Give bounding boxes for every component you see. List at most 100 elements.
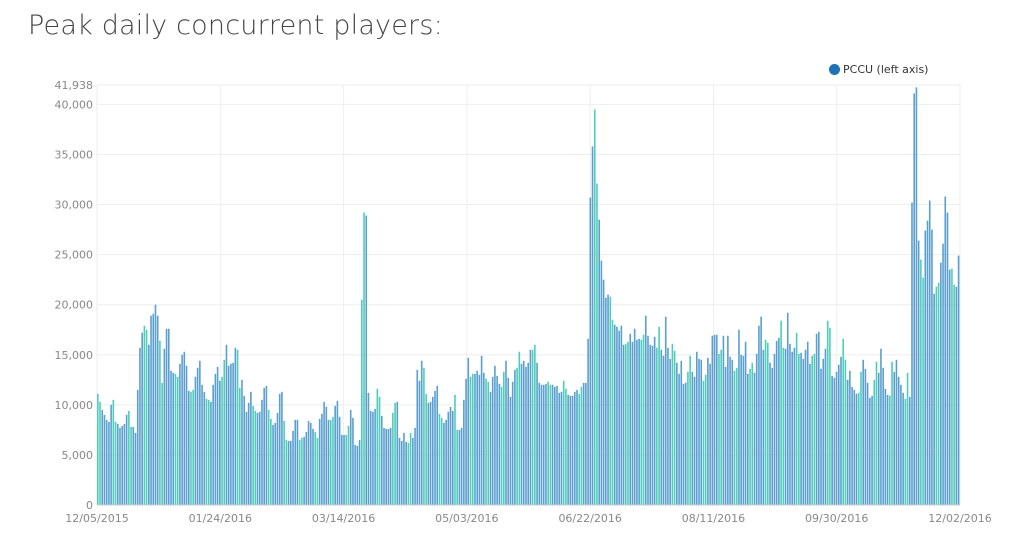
bar[interactable] <box>840 356 842 505</box>
bar[interactable] <box>953 284 955 505</box>
bar[interactable] <box>185 365 188 505</box>
bar[interactable] <box>773 353 776 505</box>
bar[interactable] <box>480 355 483 505</box>
bar[interactable] <box>327 419 330 505</box>
bar[interactable] <box>221 376 223 505</box>
bar[interactable] <box>143 325 146 505</box>
bar[interactable] <box>509 396 512 505</box>
bar[interactable] <box>607 294 609 505</box>
bar[interactable] <box>780 320 782 505</box>
bar[interactable] <box>715 334 718 505</box>
bar[interactable] <box>653 336 656 505</box>
bar[interactable] <box>460 427 463 505</box>
bar[interactable] <box>573 391 576 505</box>
bar[interactable] <box>764 339 767 505</box>
bar[interactable] <box>258 411 261 505</box>
bar[interactable] <box>307 420 310 505</box>
bar[interactable] <box>301 437 303 505</box>
bar[interactable] <box>103 414 106 505</box>
bar[interactable] <box>687 371 689 505</box>
bar[interactable] <box>791 351 793 505</box>
bar[interactable] <box>405 441 407 505</box>
bar[interactable] <box>931 229 933 505</box>
bar[interactable] <box>125 414 128 505</box>
bar[interactable] <box>946 212 949 505</box>
bar[interactable] <box>199 360 201 505</box>
bar[interactable] <box>864 368 867 505</box>
bar[interactable] <box>425 393 427 505</box>
bar[interactable] <box>256 412 259 505</box>
bar[interactable] <box>97 393 99 505</box>
bar[interactable] <box>826 320 829 505</box>
bar[interactable] <box>851 386 853 505</box>
bar[interactable] <box>345 434 348 505</box>
bar[interactable] <box>369 410 372 505</box>
bar[interactable] <box>647 335 649 505</box>
bar[interactable] <box>305 431 308 505</box>
bar[interactable] <box>418 380 421 505</box>
bar[interactable] <box>203 391 206 505</box>
bar[interactable] <box>196 367 199 505</box>
bar[interactable] <box>110 404 112 505</box>
bar[interactable] <box>957 255 960 505</box>
bar[interactable] <box>123 423 126 505</box>
bar[interactable] <box>520 363 523 505</box>
bar[interactable] <box>314 431 317 505</box>
bar[interactable] <box>782 347 785 505</box>
bar[interactable] <box>139 347 141 505</box>
bar[interactable] <box>611 319 614 505</box>
bar[interactable] <box>329 419 332 505</box>
bar[interactable] <box>318 418 321 505</box>
bar[interactable] <box>897 376 900 505</box>
bar[interactable] <box>283 420 285 505</box>
bar[interactable] <box>551 384 554 505</box>
bar[interactable] <box>179 363 181 505</box>
bar[interactable] <box>471 373 474 505</box>
bar[interactable] <box>159 340 161 505</box>
bar[interactable] <box>664 316 667 505</box>
bar[interactable] <box>207 399 210 505</box>
bar[interactable] <box>105 419 108 505</box>
bar[interactable] <box>278 393 281 505</box>
bar[interactable] <box>505 360 507 505</box>
bar[interactable] <box>396 401 399 505</box>
bar[interactable] <box>696 351 698 505</box>
bar[interactable] <box>500 386 503 505</box>
bar[interactable] <box>234 347 237 505</box>
bar[interactable] <box>274 422 277 505</box>
bar[interactable] <box>651 345 654 505</box>
bar[interactable] <box>724 366 727 505</box>
bar[interactable] <box>148 344 150 505</box>
bar[interactable] <box>747 373 749 505</box>
bar[interactable] <box>811 355 813 505</box>
bar[interactable] <box>431 396 434 505</box>
bar[interactable] <box>822 358 825 505</box>
bar[interactable] <box>644 315 647 505</box>
bar[interactable] <box>394 402 396 505</box>
bar[interactable] <box>156 315 159 505</box>
bar[interactable] <box>729 356 731 505</box>
bar[interactable] <box>522 360 525 505</box>
bar[interactable] <box>751 362 754 505</box>
bar[interactable] <box>585 382 587 505</box>
bar[interactable] <box>400 440 403 505</box>
bar[interactable] <box>361 299 363 505</box>
bar[interactable] <box>498 383 501 505</box>
bar[interactable] <box>642 334 645 505</box>
bar[interactable] <box>684 382 687 505</box>
bar[interactable] <box>917 240 920 506</box>
bar[interactable] <box>673 350 676 505</box>
bar[interactable] <box>609 296 612 505</box>
bar[interactable] <box>383 427 385 505</box>
bar[interactable] <box>281 391 283 505</box>
bar[interactable] <box>700 359 703 505</box>
bar[interactable] <box>818 331 820 505</box>
bar[interactable] <box>786 312 789 505</box>
bar[interactable] <box>676 362 678 505</box>
bar[interactable] <box>798 353 800 505</box>
bar[interactable] <box>412 437 414 505</box>
bar[interactable] <box>576 389 578 505</box>
bar[interactable] <box>152 313 155 505</box>
bar[interactable] <box>525 366 527 505</box>
bar[interactable] <box>709 363 711 505</box>
